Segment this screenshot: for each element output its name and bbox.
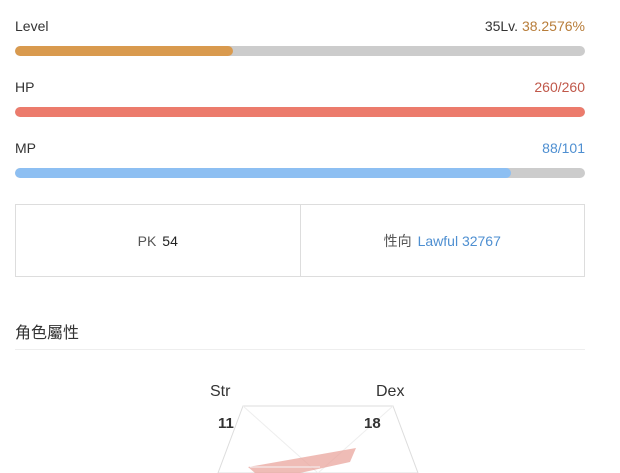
radar-outer-ring: [217, 405, 419, 473]
level-lv-text: 35Lv.: [484, 18, 519, 34]
pk-cell: PK 54: [16, 205, 300, 276]
mp-progress-fill: [15, 168, 512, 178]
mp-label: MP: [15, 140, 36, 156]
alignment-label: 性向: [383, 232, 412, 249]
hp-label: HP: [15, 79, 35, 95]
level-label: Level: [15, 18, 49, 34]
level-value: 35Lv. 38.2576%: [485, 18, 585, 34]
pk-value: 54: [162, 232, 178, 249]
radar-value-dex: 18: [364, 415, 381, 432]
section-divider: [15, 349, 585, 350]
radar-label-dex: Dex: [376, 383, 404, 400]
radar-filled-area: [248, 448, 356, 473]
section-title: 角色屬性: [15, 325, 80, 342]
hp-progress-bar: [15, 107, 585, 117]
hp-row: HP 260/260: [15, 79, 585, 99]
radar-value-str: 11: [218, 415, 234, 432]
hp-progress-fill: [15, 107, 585, 117]
radar-label-str: Str: [210, 383, 231, 400]
alignment-cell: 性向 Lawful 32767: [299, 205, 585, 276]
level-progress-fill: [15, 46, 234, 56]
alignment-value: Lawful 32767: [417, 232, 501, 249]
level-row: Level 35Lv. 38.2576%: [15, 18, 585, 38]
info-box: PK 54 性向 Lawful 32767: [15, 204, 585, 277]
hp-value: 260/260: [534, 79, 585, 95]
mp-value: 88/101: [542, 140, 585, 156]
level-progress-bar: [15, 46, 585, 56]
mp-row: MP 88/101: [15, 140, 585, 160]
pk-label: PK: [137, 232, 157, 249]
mp-progress-bar: [15, 168, 585, 178]
attribute-radar-chart: Str Dex 11 18: [210, 383, 419, 473]
level-percent-text: 38.2576%: [521, 18, 585, 34]
